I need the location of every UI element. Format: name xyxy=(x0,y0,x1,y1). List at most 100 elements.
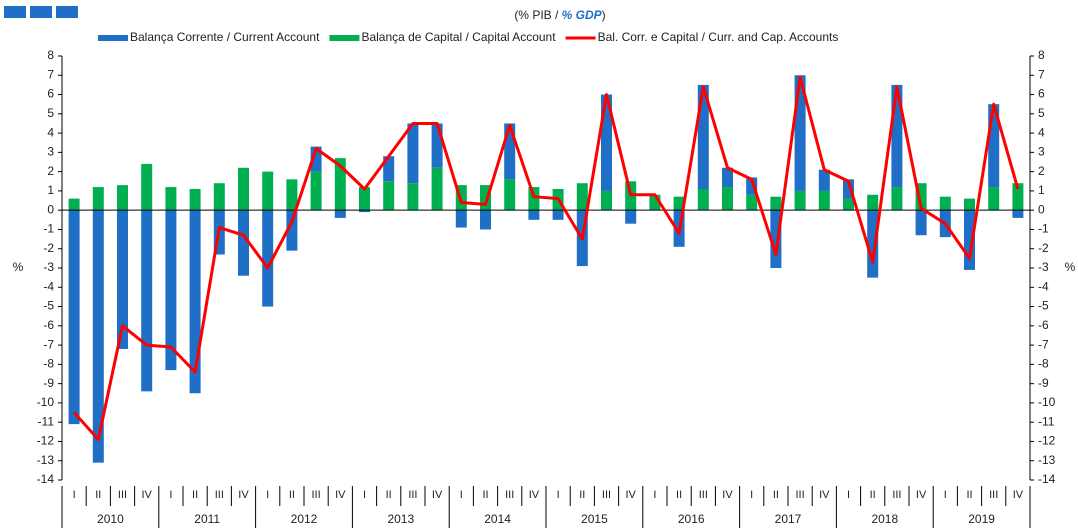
bar xyxy=(818,190,830,211)
y2-tick-label: -4 xyxy=(1038,279,1049,293)
year-label: 2014 xyxy=(484,512,511,526)
bar xyxy=(746,177,758,195)
y2-tick-label: 1 xyxy=(1038,183,1045,197)
bar xyxy=(915,210,927,236)
logo-block xyxy=(4,6,26,18)
bar xyxy=(552,210,564,220)
x-tick-label: IV xyxy=(238,489,249,501)
logo-block xyxy=(30,6,52,18)
y2-tick-label: -3 xyxy=(1038,260,1049,274)
x-tick-label: III xyxy=(602,489,611,501)
x-tick-label: I xyxy=(460,489,463,501)
year-label: 2017 xyxy=(775,512,802,526)
x-tick-label: III xyxy=(215,489,224,501)
x-tick-label: II xyxy=(870,489,876,501)
x-tick-label: II xyxy=(773,489,779,501)
bar xyxy=(68,210,80,425)
bar xyxy=(794,75,806,191)
bar xyxy=(165,187,177,211)
x-tick-label: I xyxy=(750,489,753,501)
bar xyxy=(1012,183,1024,211)
legend-swatch xyxy=(98,35,128,41)
x-tick-label: II xyxy=(289,489,295,501)
x-tick-label: IV xyxy=(335,489,346,501)
bar xyxy=(262,210,274,307)
x-tick-label: III xyxy=(699,489,708,501)
y-tick-label: -9 xyxy=(43,376,54,390)
bar xyxy=(649,194,661,211)
bar xyxy=(286,210,298,251)
x-tick-label: II xyxy=(386,489,392,501)
y-tick-label: -10 xyxy=(37,395,55,409)
chart-title: (% PIB / % GDP) xyxy=(514,8,605,22)
bar xyxy=(431,167,443,211)
bar xyxy=(601,190,612,211)
year-label: 2015 xyxy=(581,512,608,526)
bar xyxy=(286,179,298,211)
y2-tick-label: -9 xyxy=(1038,376,1049,390)
y2-tick-label: -11 xyxy=(1038,414,1055,428)
y-tick-label: -12 xyxy=(37,434,55,448)
x-tick-label: I xyxy=(653,489,656,501)
y-tick-label: -8 xyxy=(43,357,54,371)
x-tick-label: III xyxy=(312,489,321,501)
bar xyxy=(722,167,733,188)
bar xyxy=(867,194,879,211)
y-tick-label: 6 xyxy=(47,87,54,101)
y-tick-label: 7 xyxy=(47,67,54,81)
y-tick-label: 2 xyxy=(47,164,54,178)
title-part: % GDP xyxy=(562,8,603,22)
bar xyxy=(359,187,370,211)
x-tick-label: III xyxy=(505,489,514,501)
y-axis-label: % xyxy=(13,260,24,274)
y2-tick-label: -13 xyxy=(1038,453,1056,467)
year-label: 2018 xyxy=(871,512,898,526)
legend-label: Balança de Capital / Capital Account xyxy=(361,30,556,44)
bar xyxy=(915,183,927,211)
bar xyxy=(117,185,128,211)
bar xyxy=(818,169,830,191)
bar xyxy=(213,183,225,211)
bar xyxy=(141,210,153,392)
bar xyxy=(867,210,879,278)
year-label: 2012 xyxy=(291,512,318,526)
bar xyxy=(238,210,249,276)
y-tick-label: 3 xyxy=(47,145,54,159)
legend-label: Balança Corrente / Current Account xyxy=(130,30,320,44)
bar xyxy=(722,187,733,211)
title-part: (% PIB / xyxy=(514,8,561,22)
bar xyxy=(528,210,540,220)
bar xyxy=(625,210,637,224)
bar xyxy=(68,198,80,211)
bar xyxy=(843,179,854,199)
bar xyxy=(383,156,395,182)
bar xyxy=(504,179,516,211)
bar xyxy=(480,185,491,211)
y2-tick-label: -12 xyxy=(1038,434,1056,448)
x-tick-label: II xyxy=(676,489,682,501)
year-label: 2013 xyxy=(387,512,414,526)
y-tick-label: -3 xyxy=(43,260,54,274)
year-label: 2010 xyxy=(97,512,124,526)
y-tick-label: 8 xyxy=(47,48,54,62)
bar xyxy=(1012,210,1024,218)
bar xyxy=(407,183,419,211)
x-tick-label: I xyxy=(73,489,76,501)
bar xyxy=(576,183,588,211)
bar xyxy=(407,123,419,184)
x-tick-label: III xyxy=(989,489,998,501)
x-tick-label: IV xyxy=(1013,489,1024,501)
bar xyxy=(528,187,540,211)
y2-tick-label: -2 xyxy=(1038,241,1049,255)
y-tick-label: 1 xyxy=(47,183,54,197)
x-tick-label: III xyxy=(796,489,805,501)
bar xyxy=(359,210,370,213)
bar xyxy=(891,187,903,211)
bar xyxy=(310,146,322,172)
x-tick-label: II xyxy=(95,489,101,501)
bar xyxy=(92,210,104,463)
y2-tick-label: 2 xyxy=(1038,164,1045,178)
y2-tick-label: -14 xyxy=(1038,472,1056,486)
bar xyxy=(939,196,951,211)
